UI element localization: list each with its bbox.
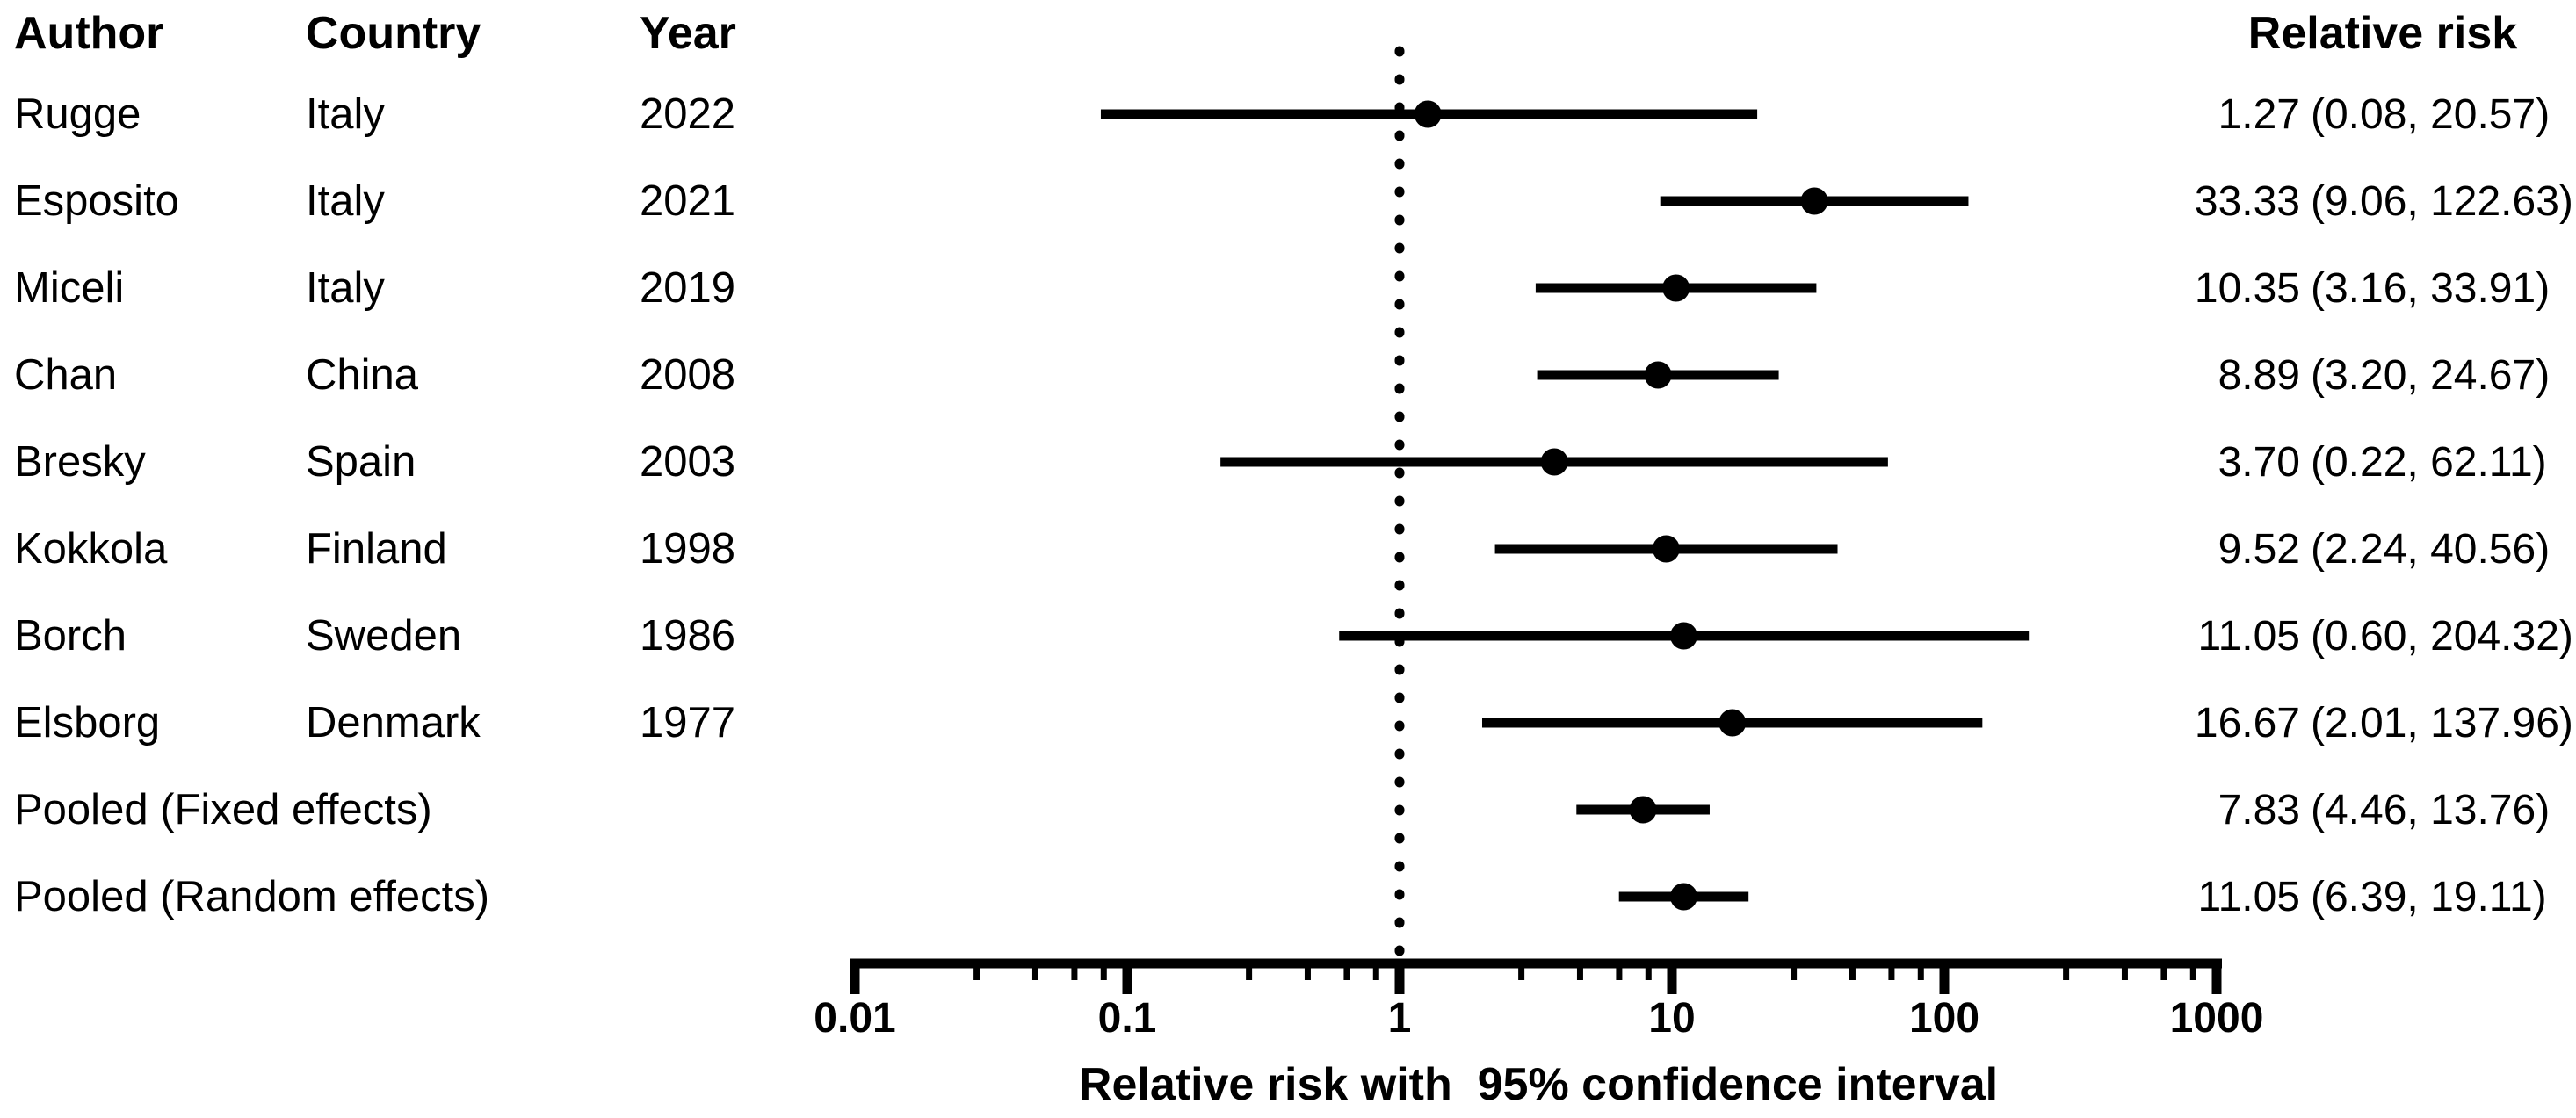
row-relative-risk-value: 33.33 (9.06, 122.63): [2091, 158, 2573, 244]
estimate-value: 16.67: [2194, 699, 2300, 747]
point-estimate-marker: [1540, 448, 1568, 476]
row-country-label: Italy: [306, 90, 385, 138]
row-author-label: Rugge: [14, 90, 141, 138]
row-author-label: Kokkola: [14, 525, 168, 573]
row-year-label: 2003: [640, 438, 736, 486]
row-author-label: Borch: [14, 612, 127, 660]
estimate-value: 9.52: [2218, 525, 2300, 573]
estimate-value: 10.35: [2194, 264, 2300, 312]
row-author-label: Bresky: [14, 438, 146, 486]
row-relative-risk-value: 8.89 (3.20, 24.67): [2091, 332, 2551, 418]
row-year-label: 1998: [640, 525, 736, 573]
row-author-label: Pooled (Random effects): [14, 873, 490, 920]
confidence-interval-value: (2.01, 137.96): [2311, 699, 2573, 747]
row-relative-risk-value: 10.35 (3.16, 33.91): [2091, 245, 2550, 331]
estimate-value: 8.89: [2218, 351, 2300, 399]
row-relative-risk-value: 16.67 (2.01, 137.96): [2091, 680, 2573, 766]
row-year-label: 2022: [640, 90, 736, 138]
row-relative-risk-value: 11.05 (0.60, 204.32): [2091, 593, 2573, 679]
confidence-interval-value: (3.20, 24.67): [2311, 351, 2551, 399]
point-estimate-marker: [1669, 622, 1697, 650]
point-estimate-marker: [1662, 274, 1690, 302]
row-author-label: Elsborg: [14, 699, 161, 747]
row-year-label: 2021: [640, 177, 736, 225]
column-header-author: Author: [14, 8, 164, 59]
estimate-value: 33.33: [2194, 177, 2300, 225]
confidence-interval-value: (4.46, 13.76): [2311, 786, 2551, 833]
estimate-value: 7.83: [2218, 786, 2300, 833]
point-estimate-marker: [1629, 796, 1657, 824]
point-estimate-marker: [1719, 709, 1747, 737]
row-country-label: Sweden: [306, 612, 462, 660]
row-relative-risk-value: 7.83 (4.46, 13.76): [2091, 767, 2551, 853]
confidence-interval-value: (0.60, 204.32): [2311, 612, 2573, 660]
x-axis-tick-label: 10: [1648, 995, 1696, 1042]
confidence-interval-value: (0.22, 62.11): [2311, 438, 2547, 486]
row-year-label: 2019: [640, 264, 736, 312]
point-estimate-marker: [1652, 535, 1680, 563]
point-estimate-marker: [1644, 361, 1672, 389]
row-country-label: China: [306, 351, 419, 399]
confidence-interval-value: (9.06, 122.63): [2311, 177, 2573, 225]
x-axis-tick-label: 0.01: [814, 995, 896, 1042]
x-axis-tick-label: 0.1: [1097, 995, 1157, 1042]
row-author-label: Esposito: [14, 177, 179, 225]
row-year-label: 2008: [640, 351, 736, 399]
confidence-interval-value: (2.24, 40.56): [2311, 525, 2551, 573]
row-relative-risk-value: 9.52 (2.24, 40.56): [2091, 506, 2551, 592]
estimate-value: 11.05: [2197, 873, 2300, 920]
confidence-interval-value: (0.08, 20.57): [2311, 90, 2551, 138]
x-axis-tick-label: 100: [1908, 995, 1980, 1042]
column-header-country: Country: [306, 8, 481, 59]
point-estimate-marker: [1800, 187, 1828, 215]
row-year-label: 1977: [640, 699, 736, 747]
x-axis-title: Relative risk with 95% confidence interv…: [1078, 1059, 1999, 1110]
row-country-label: Finland: [306, 525, 447, 573]
row-author-label: Pooled (Fixed effects): [14, 786, 432, 833]
estimate-value: 3.70: [2218, 438, 2300, 486]
confidence-interval-value: (3.16, 33.91): [2311, 264, 2551, 312]
row-author-label: Miceli: [14, 264, 125, 312]
column-header-year: Year: [640, 8, 736, 59]
column-header-relative-risk: Relative risk: [2247, 8, 2518, 59]
estimate-value: 11.05: [2197, 612, 2300, 660]
row-country-label: Italy: [306, 177, 385, 225]
row-relative-risk-value: 11.05 (6.39, 19.11): [2091, 854, 2547, 940]
row-relative-risk-value: 3.70 (0.22, 62.11): [2091, 419, 2547, 505]
x-axis-tick-label: 1000: [2169, 995, 2264, 1042]
confidence-interval-value: (6.39, 19.11): [2311, 873, 2547, 920]
estimate-value: 1.27: [2218, 90, 2300, 138]
row-country-label: Italy: [306, 264, 385, 312]
row-country-label: Denmark: [306, 699, 481, 747]
row-year-label: 1986: [640, 612, 736, 660]
x-axis-tick-label: 1: [1387, 995, 1412, 1042]
row-author-label: Chan: [14, 351, 118, 399]
row-relative-risk-value: 1.27 (0.08, 20.57): [2091, 71, 2551, 157]
row-country-label: Spain: [306, 438, 416, 486]
point-estimate-marker: [1414, 100, 1442, 128]
point-estimate-marker: [1669, 883, 1697, 911]
